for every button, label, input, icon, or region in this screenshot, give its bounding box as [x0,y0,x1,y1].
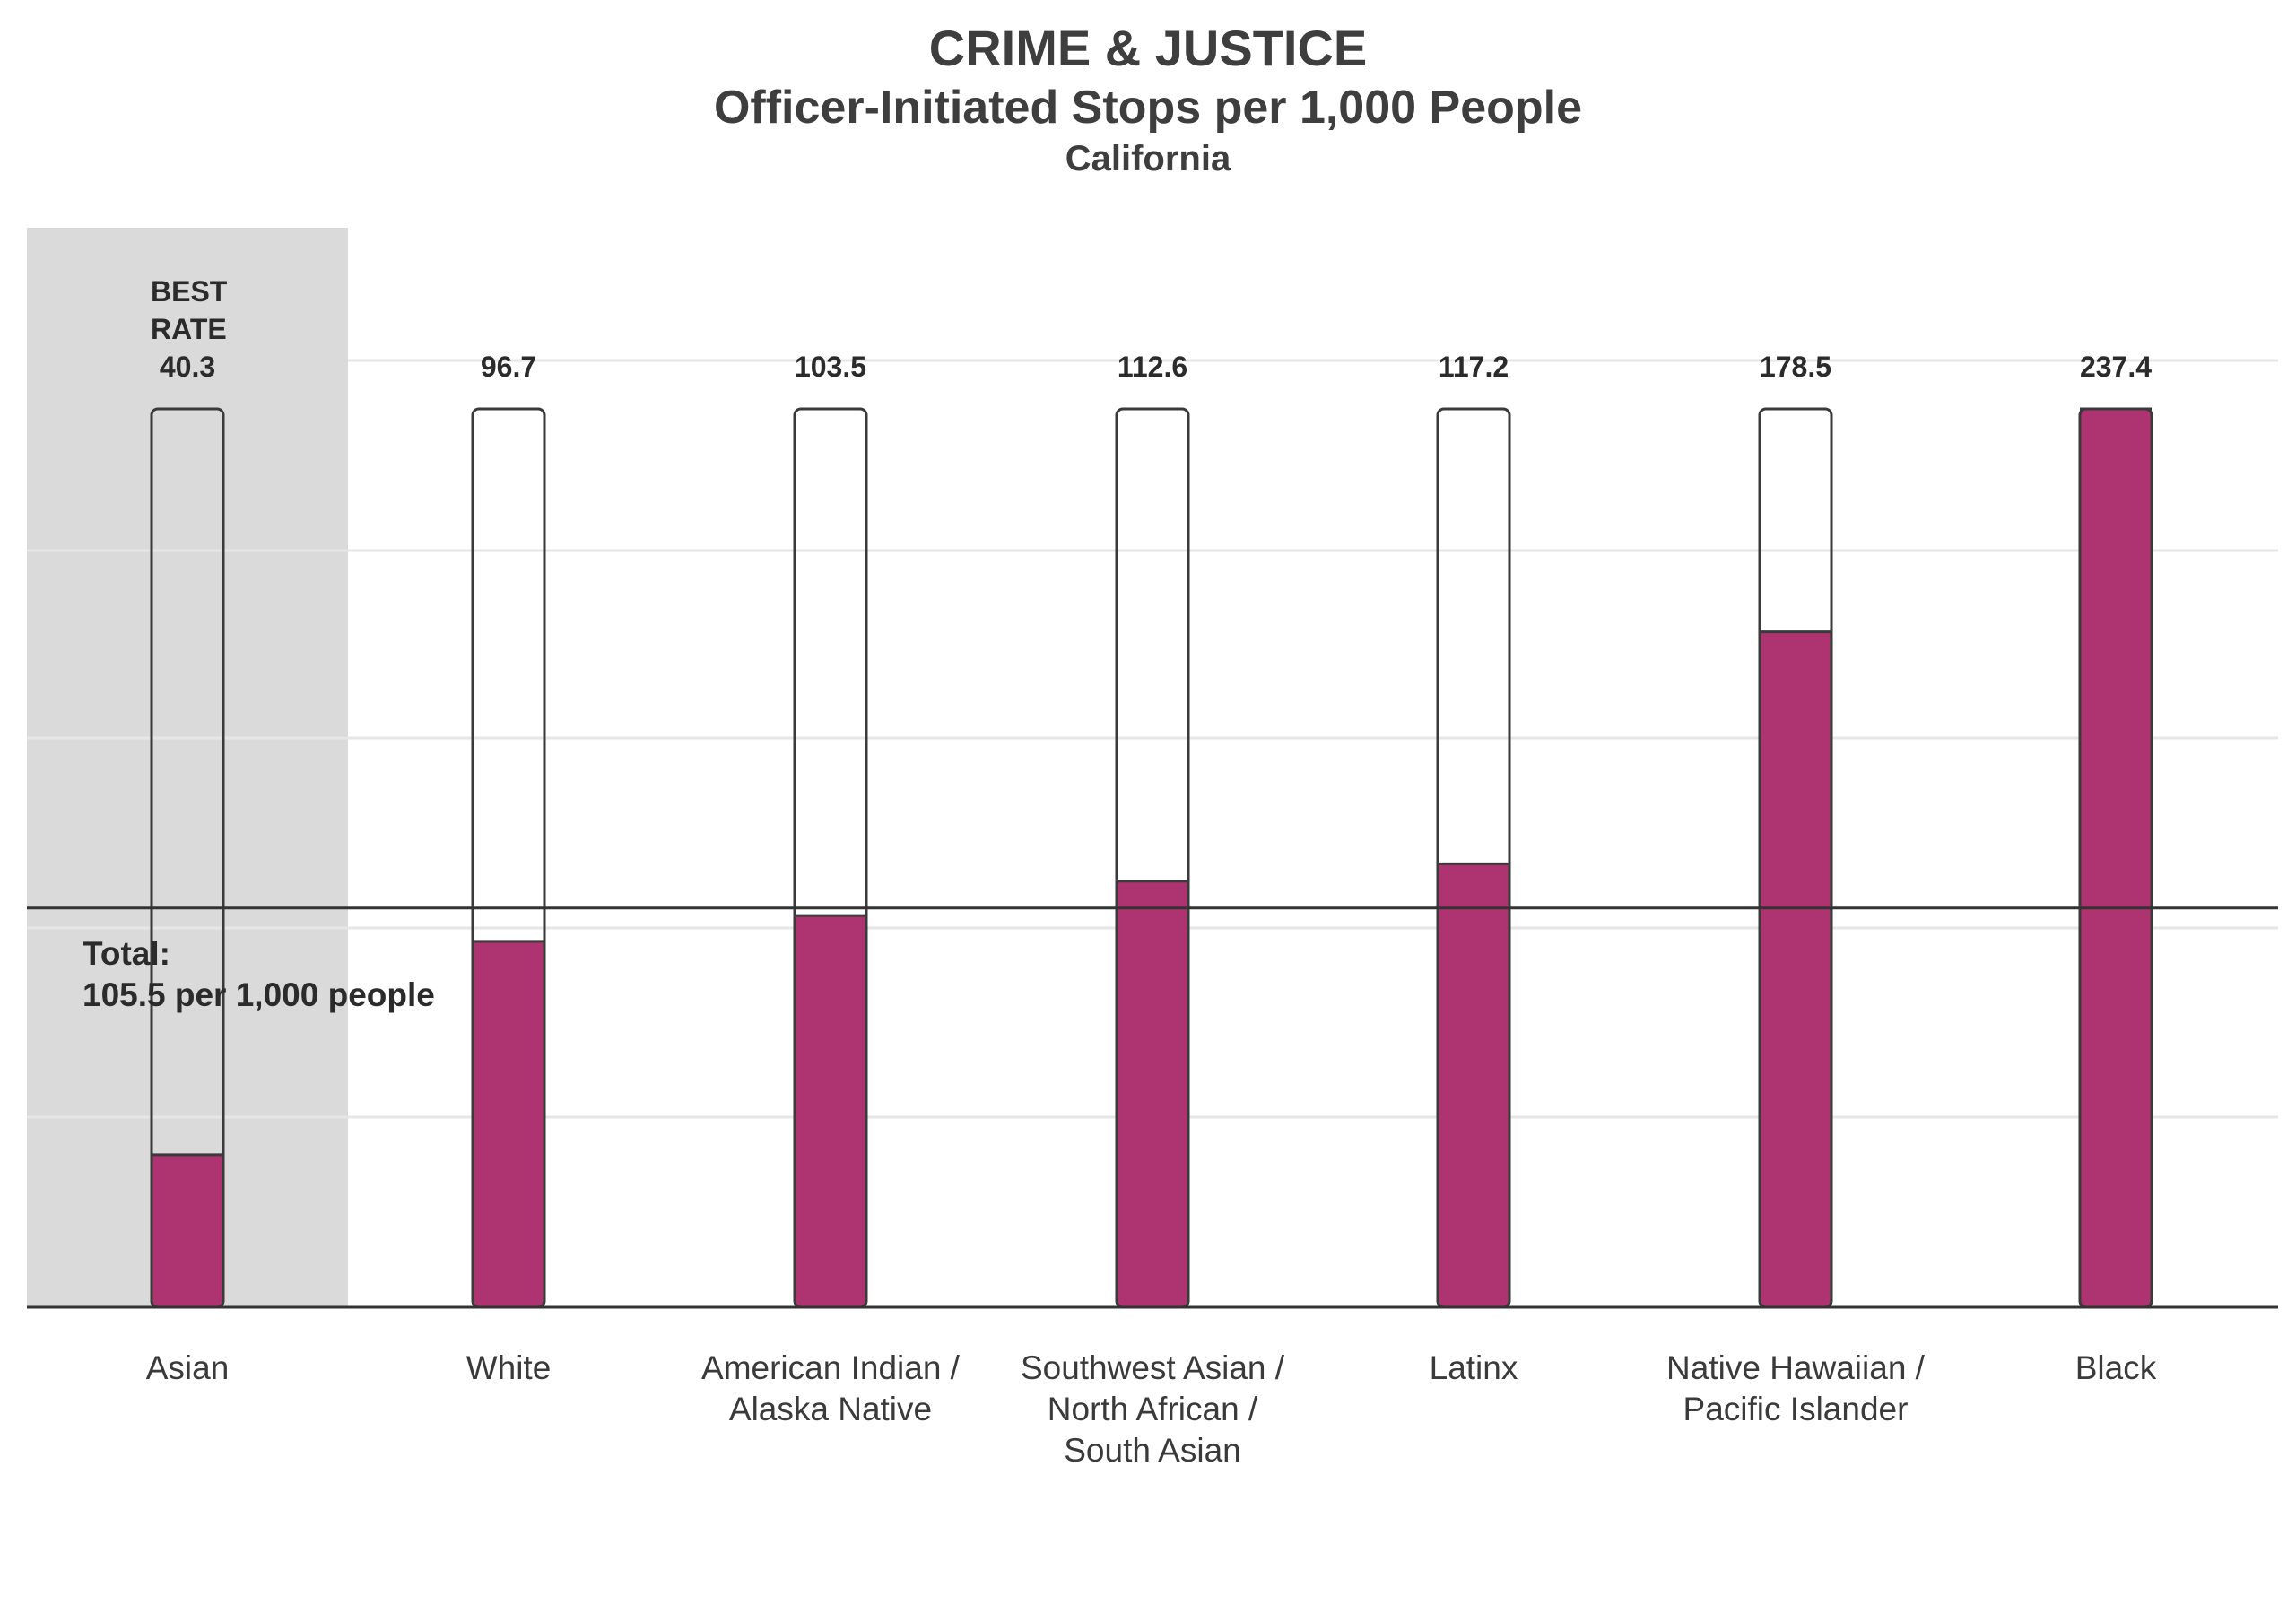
value-label: 178.5 [1760,351,1831,383]
best-rate-label: BEST [151,275,228,308]
category-label: North African / [1048,1391,1258,1427]
bar-fill [1760,631,1831,1307]
category-label: Latinx [1430,1349,1518,1386]
category-label: American Indian / [701,1349,961,1386]
value-label: 112.6 [1118,351,1187,383]
value-label: 117.2 [1439,351,1509,383]
chart-region: California [1065,139,1231,178]
value-label: 237.4 [2080,351,2152,383]
category-label: Native Hawaiian / [1666,1349,1926,1386]
bar-fill [795,915,866,1307]
category-label: Pacific Islander [1683,1391,1909,1427]
bar-fill [152,1154,223,1307]
bar-fill [1117,880,1188,1307]
total-label: 105.5 per 1,000 people [83,976,435,1013]
best-rate-label: RATE [151,313,227,345]
value-label: 96.7 [481,351,536,383]
chart-titles: CRIME & JUSTICE Officer-Initiated Stops … [0,18,2296,181]
category-label: Asian [146,1349,230,1386]
chart-title: CRIME & JUSTICE [928,20,1368,76]
total-label: Total: [83,935,170,972]
bar-fill [2080,409,2152,1307]
category-label: White [466,1349,552,1386]
bar-fill [1438,863,1509,1307]
category-label: South Asian [1064,1432,1240,1469]
bar-fill [473,941,544,1307]
value-label: 103.5 [795,351,866,383]
best-rate-highlight [27,228,348,1307]
category-label: Southwest Asian / [1021,1349,1285,1386]
chart-subtitle: Officer-Initiated Stops per 1,000 People [713,82,1583,134]
category-label: Black [2075,1349,2157,1386]
category-label: Alaska Native [729,1391,932,1427]
value-label: 40.3 [160,351,215,383]
